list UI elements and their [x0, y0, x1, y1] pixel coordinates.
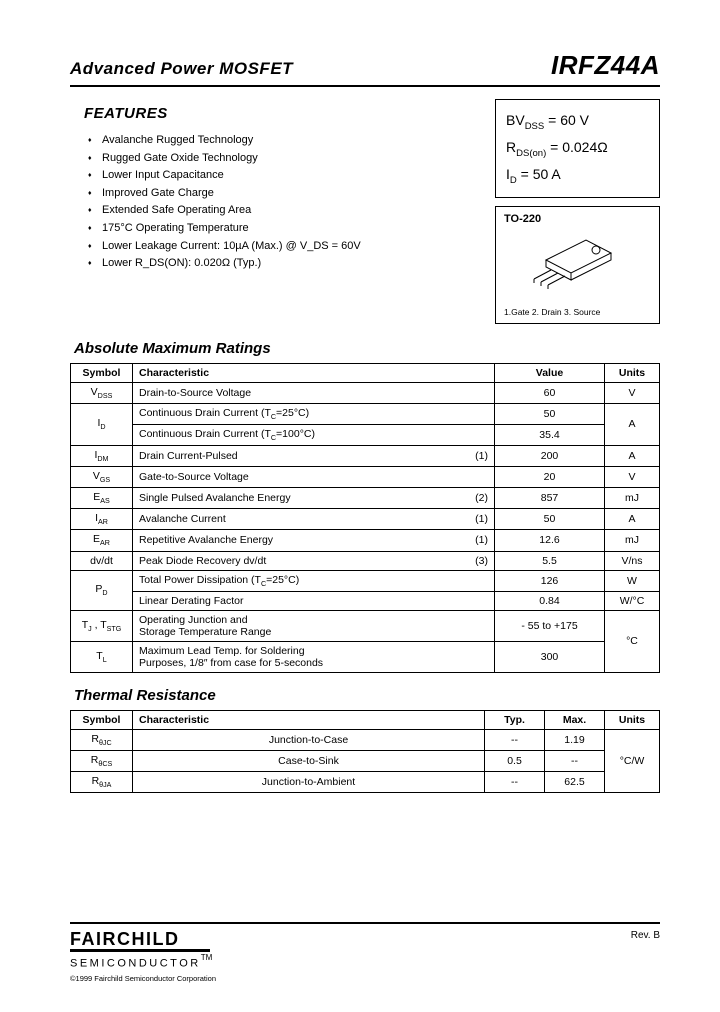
table-row: PDTotal Power Dissipation (TC=25°C)126W	[71, 570, 660, 591]
feature-item: Lower R_DS(ON): 0.020Ω (Typ.)	[88, 255, 477, 273]
fairchild-logo: FAIRCHILD SEMICONDUCTORTM ©1999 Fairchil…	[70, 930, 216, 982]
table-row: TJ , TSTGOperating Junction andStorage T…	[71, 610, 660, 641]
table-row: VGSGate-to-Source Voltage20V	[71, 467, 660, 488]
table-row: EASSingle Pulsed Avalanche Energy(2)857m…	[71, 488, 660, 509]
package-name: TO-220	[504, 213, 651, 225]
table-row: EARRepetitive Avalanche Energy(1)12.6mJ	[71, 530, 660, 551]
table-row: IARAvalanche Current(1)50A	[71, 509, 660, 530]
feature-item: Improved Gate Charge	[88, 185, 477, 203]
doc-category: Advanced Power MOSFET	[70, 59, 293, 79]
col-value: Value	[495, 363, 605, 382]
feature-item: Avalanche Rugged Technology	[88, 132, 477, 150]
feature-item: Lower Leakage Current: 10µA (Max.) @ V_D…	[88, 238, 477, 256]
col-max: Max.	[545, 710, 605, 729]
col-units: Units	[605, 710, 660, 729]
table-row: dv/dtPeak Diode Recovery dv/dt(3)5.5V/ns	[71, 551, 660, 570]
abs-max-heading: Absolute Maximum Ratings	[74, 340, 660, 357]
table-row: RθJAJunction-to-Ambient--62.5	[71, 771, 660, 792]
features-list: Avalanche Rugged Technology Rugged Gate …	[88, 132, 477, 273]
col-characteristic: Characteristic	[133, 710, 485, 729]
page-footer: FAIRCHILD SEMICONDUCTORTM ©1999 Fairchil…	[70, 922, 660, 982]
table-row: VDSSDrain-to-Source Voltage60V	[71, 382, 660, 403]
feature-item: 175°C Operating Temperature	[88, 220, 477, 238]
revision-label: Rev. B	[631, 930, 660, 941]
spec-id: ID = 50 A	[506, 162, 649, 189]
key-specs-box: BVDSS = 60 V RDS(on) = 0.024Ω ID = 50 A	[495, 99, 660, 198]
col-characteristic: Characteristic	[133, 363, 495, 382]
table-row: TLMaximum Lead Temp. for SolderingPurpos…	[71, 641, 660, 672]
table-row: IDContinuous Drain Current (TC=25°C)50A	[71, 403, 660, 424]
table-row: RθCSCase-to-Sink0.5--	[71, 750, 660, 771]
col-symbol: Symbol	[71, 363, 133, 382]
table-row: IDMDrain Current-Pulsed(1)200A	[71, 446, 660, 467]
feature-item: Lower Input Capacitance	[88, 167, 477, 185]
table-row: Continuous Drain Current (TC=100°C)35.4	[71, 424, 660, 445]
thermal-heading: Thermal Resistance	[74, 687, 660, 704]
package-pinout: 1.Gate 2. Drain 3. Source	[504, 307, 600, 317]
package-box: TO-220 1.Gate 2. Drain 3. Source	[495, 206, 660, 324]
spec-rdson: RDS(on) = 0.024Ω	[506, 135, 649, 162]
thermal-table: Symbol Characteristic Typ. Max. Units Rθ…	[70, 710, 660, 793]
col-typ: Typ.	[485, 710, 545, 729]
table-row: RθJCJunction-to-Case--1.19°C/W	[71, 729, 660, 750]
copyright-text: ©1999 Fairchild Semiconductor Corporatio…	[70, 975, 216, 983]
to220-icon	[526, 225, 636, 295]
page-header: Advanced Power MOSFET IRFZ44A	[70, 50, 660, 87]
table-row: Linear Derating Factor0.84W/°C	[71, 591, 660, 610]
spec-bvdss: BVDSS = 60 V	[506, 108, 649, 135]
feature-item: Rugged Gate Oxide Technology	[88, 150, 477, 168]
abs-max-table: Symbol Characteristic Value Units VDSSDr…	[70, 363, 660, 673]
part-number: IRFZ44A	[551, 50, 660, 81]
feature-item: Extended Safe Operating Area	[88, 202, 477, 220]
col-units: Units	[605, 363, 660, 382]
features-heading: FEATURES	[84, 105, 477, 122]
col-symbol: Symbol	[71, 710, 133, 729]
